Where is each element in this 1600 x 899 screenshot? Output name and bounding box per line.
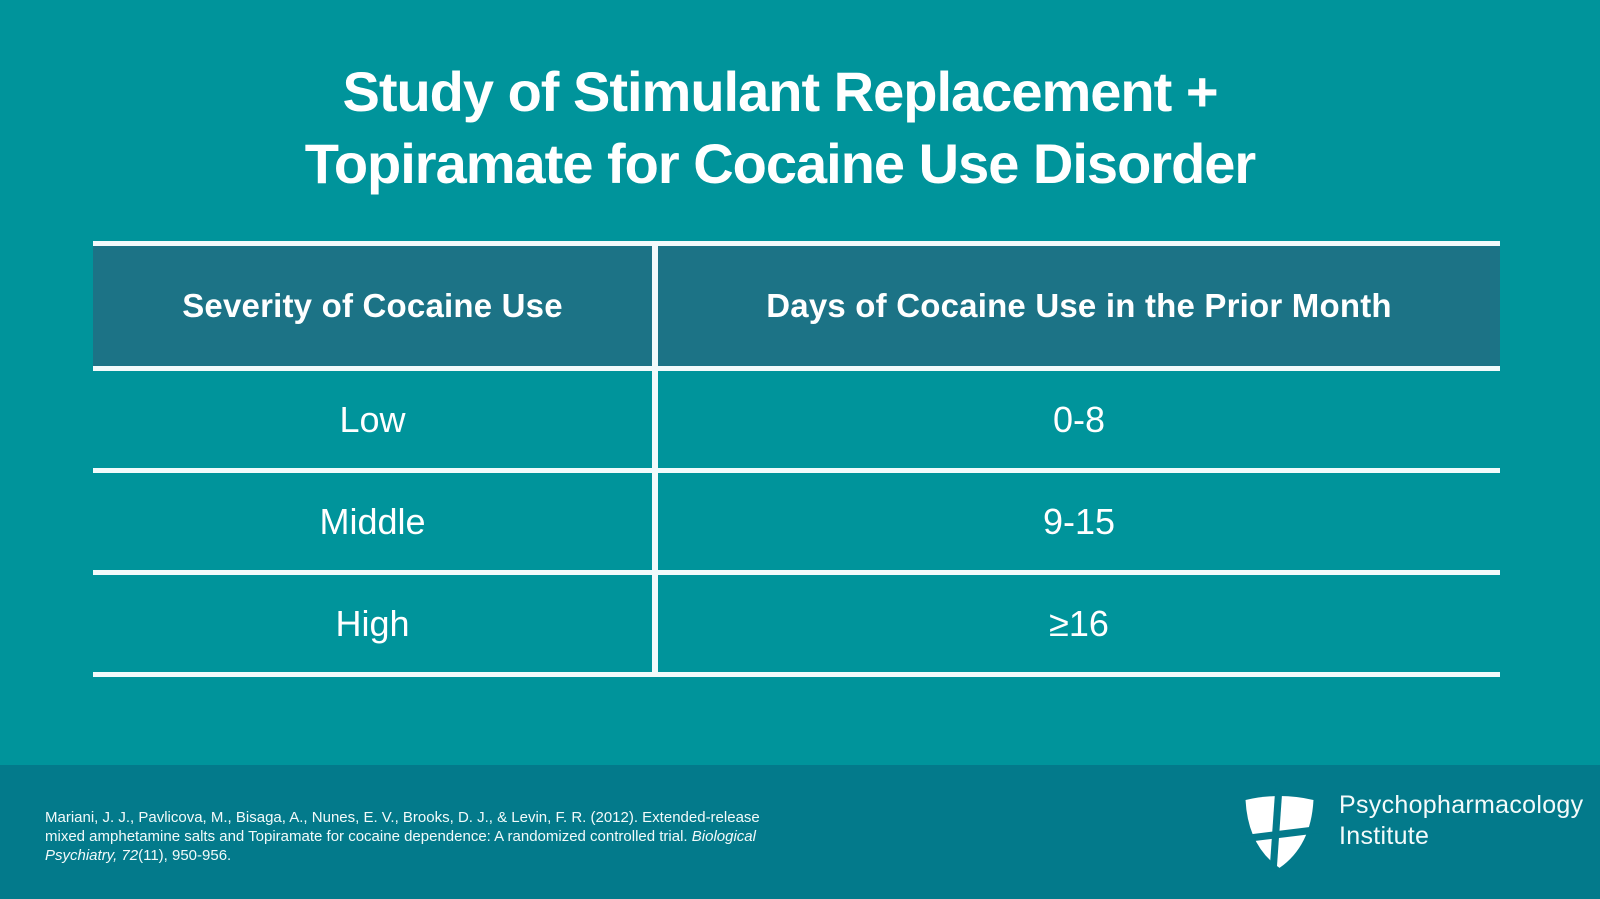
slide-title-line1: Study of Stimulant Replacement + (342, 60, 1218, 123)
table-row-low-severity: Low (93, 371, 652, 468)
institute-logo-text: Psychopharmacology Institute (1339, 790, 1583, 852)
citation-line2: mixed amphetamine salts and Topiramate f… (45, 828, 756, 845)
citation: Mariani, J. J., Pavlicova, M., Bisaga, A… (45, 808, 825, 865)
severity-table: Severity of Cocaine Use Days of Cocaine … (93, 241, 1500, 677)
table-row-middle-severity: Middle (93, 473, 652, 570)
citation-line3: Psychiatry, 72(11), 950-956. (45, 847, 232, 864)
institute-logo: Psychopharmacology Institute (1240, 788, 1583, 872)
slide-title: Study of Stimulant Replacement + Topiram… (0, 56, 1560, 200)
logo-text-line1: Psychopharmacology (1339, 791, 1584, 819)
logo-text-line2: Institute (1339, 822, 1430, 850)
shield-cross-icon (1240, 788, 1319, 872)
table-row-high-severity: High (93, 575, 652, 672)
slide-title-line2: Topiramate for Cocaine Use Disorder (304, 132, 1256, 195)
table-row-high-days: ≥16 (658, 575, 1500, 672)
citation-line1: Mariani, J. J., Pavlicova, M., Bisaga, A… (45, 809, 760, 826)
table-row-middle-days: 9-15 (658, 473, 1500, 570)
table-header-days: Days of Cocaine Use in the Prior Month (658, 246, 1500, 366)
footer-bar (0, 765, 1600, 899)
table-row-low-days: 0-8 (658, 371, 1500, 468)
table-header-severity: Severity of Cocaine Use (93, 246, 652, 366)
